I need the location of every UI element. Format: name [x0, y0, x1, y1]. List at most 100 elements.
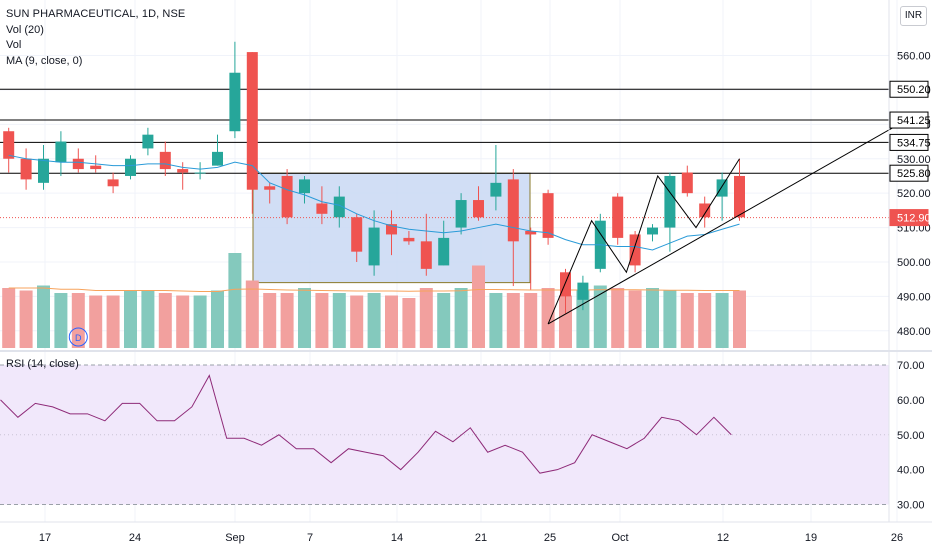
candle-body: [577, 282, 589, 300]
candle-body: [386, 224, 397, 235]
volume-bar: [576, 290, 590, 348]
volume-bar: [71, 293, 85, 348]
time-tick-label: 24: [129, 532, 141, 544]
volume-ma-line: [8, 287, 740, 292]
rsi-tick-label: 50.00: [897, 430, 925, 442]
price-tick-label: 530.00: [897, 154, 931, 166]
volume-bar: [733, 290, 746, 348]
volume-bar: [454, 288, 468, 348]
volume-bar: [559, 295, 572, 348]
price-tick-label: 560.00: [897, 51, 931, 63]
volume-bar: [506, 293, 520, 348]
indicator-ma[interactable]: MA (9, close, 0): [6, 54, 83, 67]
candle-body: [20, 158, 32, 180]
candle-body: [194, 172, 206, 174]
volume-bar: [211, 290, 224, 348]
candle-body: [560, 272, 571, 297]
candle-body: [734, 175, 745, 218]
candle-body: [420, 241, 432, 269]
rsi-axis: 30.00 40.00 50.00 60.00 70.00: [897, 360, 925, 512]
price-level-badge: [889, 80, 929, 98]
chart-legend: SUN PHARMACEUTICAL, 1D, NSE Vol (20) Vol…: [6, 7, 185, 69]
volume-bar: [611, 288, 625, 348]
candle-body: [212, 151, 223, 166]
volume-bar: [37, 285, 50, 348]
candle-body: [490, 182, 502, 197]
candle-body: [3, 131, 15, 159]
volume-bar: [141, 290, 155, 348]
volume-bar: [245, 280, 259, 348]
time-tick-label: 19: [805, 532, 817, 544]
volume-bar: [385, 295, 398, 348]
price-axis: 480.00490.00500.00510.00520.00530.00540.…: [889, 51, 931, 338]
time-axis: 17 24 Sep 7 14 21 25 Oct 12 19 26: [39, 532, 903, 544]
volume-bar: [350, 295, 364, 348]
volume-bar: [228, 253, 242, 348]
volume-bar: [367, 293, 381, 348]
price-level-badge: [889, 111, 929, 129]
candle-body: [455, 200, 467, 228]
time-tick-label: 12: [717, 532, 729, 544]
rsi-tick-label: 70.00: [897, 360, 925, 372]
volume-bar: [541, 288, 555, 348]
candle-body: [55, 141, 67, 163]
volume-bar: [437, 293, 451, 348]
dividend-marker-label: D: [75, 333, 82, 343]
volume-bar: [593, 285, 607, 348]
rsi-tick-label: 40.00: [897, 465, 925, 477]
rsi-line: [0, 374, 732, 474]
currency-button[interactable]: INR: [900, 6, 927, 26]
volume-bar: [646, 288, 659, 348]
volume-bar: [663, 290, 677, 348]
candle-body: [38, 158, 49, 183]
candle-body: [177, 169, 189, 173]
candle-body: [716, 179, 728, 197]
price-level-badge-label: 541.25: [897, 115, 931, 127]
candle-body: [142, 134, 154, 149]
indicator-vol20[interactable]: Vol (20): [6, 23, 44, 36]
symbol-title[interactable]: SUN PHARMACEUTICAL, 1D, NSE: [6, 8, 186, 20]
candle-body: [159, 151, 171, 170]
price-level-badge: [889, 164, 929, 182]
time-tick-label: 21: [475, 532, 487, 544]
candle-body: [525, 231, 537, 235]
indicator-vol[interactable]: Vol: [6, 39, 22, 51]
time-tick-label: Oct: [611, 532, 628, 544]
candle-body: [281, 175, 293, 218]
candle-body: [629, 234, 641, 266]
candle-body: [699, 203, 711, 218]
time-tick-label: Sep: [225, 532, 245, 544]
candle-body: [507, 179, 519, 242]
volume-bar: [489, 293, 503, 348]
candle-body: [664, 175, 676, 228]
candle-body: [612, 196, 624, 238]
volume-bar: [524, 293, 538, 348]
volume-bar: [280, 293, 294, 348]
volume-bar: [19, 290, 33, 348]
price-level-badge-label: 550.20: [897, 84, 931, 96]
trendline: [547, 120, 906, 325]
volume-bar: [2, 288, 16, 348]
candles: [3, 41, 745, 314]
candle-body: [351, 217, 363, 252]
volume-bar: [628, 290, 642, 348]
time-tick-label: 17: [39, 532, 51, 544]
price-level-badge-label: 534.75: [897, 137, 931, 149]
volume-bar: [332, 293, 346, 348]
candle-body: [473, 200, 484, 218]
volume-bar: [193, 295, 207, 348]
price-tick-label: 520.00: [897, 188, 931, 200]
candle-body: [299, 179, 310, 194]
volume-bar: [680, 293, 694, 348]
candle-body: [542, 193, 554, 238]
rsi-legend[interactable]: RSI (14, close): [6, 358, 79, 370]
candle-body: [681, 172, 693, 194]
volume-bar: [698, 293, 712, 348]
candle-body: [229, 72, 241, 132]
volume-bar: [176, 295, 190, 348]
candle-body: [316, 203, 328, 214]
price-tick-label: 480.00: [897, 326, 931, 338]
dividend-marker: [68, 327, 88, 347]
price-level-badge-label: 512.90: [897, 213, 931, 225]
